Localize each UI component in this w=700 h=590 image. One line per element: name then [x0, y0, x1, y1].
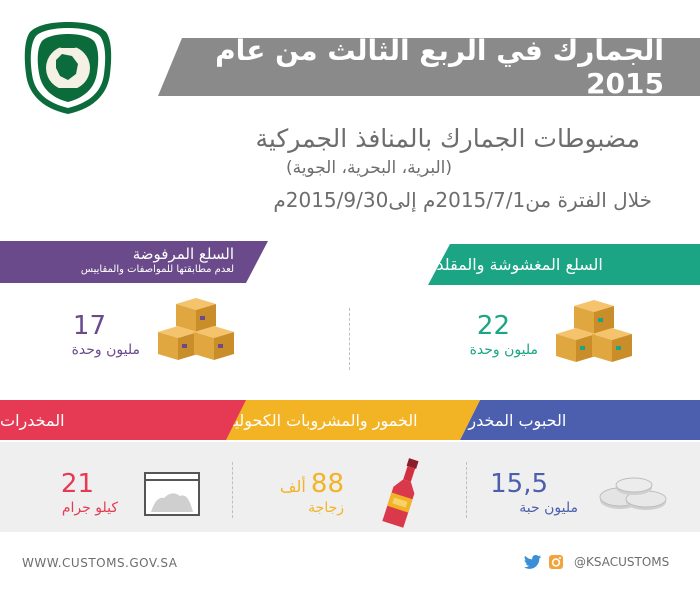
instagram-icon[interactable]: [548, 554, 564, 570]
bottle-icon: [378, 456, 428, 530]
drugs-banner: المخدرات: [0, 400, 246, 440]
boxes-icon: [554, 300, 634, 370]
drugs-label: المخدرات: [0, 410, 65, 430]
stats-divider: [466, 462, 467, 518]
stats-band: [0, 442, 700, 532]
customs-emblem-icon: [22, 18, 114, 118]
subtitle-main: مضبوطات الجمارك بالمنافذ الجمركية: [255, 124, 640, 153]
subtitle-ports: (البرية، البحرية، الجوية): [285, 158, 452, 178]
pills-unit: مليون حبة: [519, 500, 578, 516]
bag-icon: [144, 472, 200, 516]
rejected-unit: مليون وحدة: [71, 342, 140, 358]
boxes-icon: [156, 298, 236, 368]
drugs-value: 21: [60, 469, 94, 499]
stats-divider: [232, 462, 233, 518]
counterfeit-unit: مليون وحدة: [469, 342, 538, 358]
rejected-sublabel: لعدم مطابقتها للمواصفات والمقاييس: [80, 264, 234, 275]
alcohol-unit: زجاجة: [308, 500, 344, 516]
social-handle[interactable]: @KSACUSTOMS: [574, 555, 670, 569]
title-banner: الجمارك في الربع الثالث من عام 2015: [158, 38, 700, 96]
twitter-icon[interactable]: [524, 554, 542, 570]
pills-banner: الحبوب المخدرة: [460, 400, 700, 440]
alcohol-banner: الخمور والمشروبات الكحولية: [226, 400, 480, 440]
alcohol-value: 88: [310, 469, 344, 499]
alcohol-value-row: 88 ألف: [280, 470, 344, 498]
alcohol-label: الخمور والمشروبات الكحولية: [226, 410, 418, 430]
rejected-value: 17: [72, 311, 106, 341]
pills-value: 15,5: [490, 469, 548, 499]
counterfeit-banner: السلع المغشوشة والمقلدة: [428, 244, 700, 285]
pills-label: الحبوب المخدرة: [460, 410, 567, 430]
counterfeit-label: السلع المغشوشة والمقلدة: [428, 255, 603, 274]
rejected-banner: السلع المرفوضة لعدم مطابقتها للمواصفات و…: [0, 241, 268, 283]
pills-icon: [596, 476, 670, 512]
website-link[interactable]: WWW.CUSTOMS.GOV.SA: [22, 556, 178, 570]
subtitle-period: خلال الفترة من2015/7/1م إلى2015/9/30م: [273, 188, 652, 212]
alcohol-value-suffix: ألف: [279, 477, 306, 496]
page-title: الجمارك في الربع الثالث من عام 2015: [215, 34, 664, 100]
drugs-unit: كيلو جرام: [61, 500, 118, 516]
section-divider: [349, 308, 350, 370]
rejected-label: السلع المرفوضة: [132, 245, 234, 263]
counterfeit-value: 22: [476, 311, 510, 341]
